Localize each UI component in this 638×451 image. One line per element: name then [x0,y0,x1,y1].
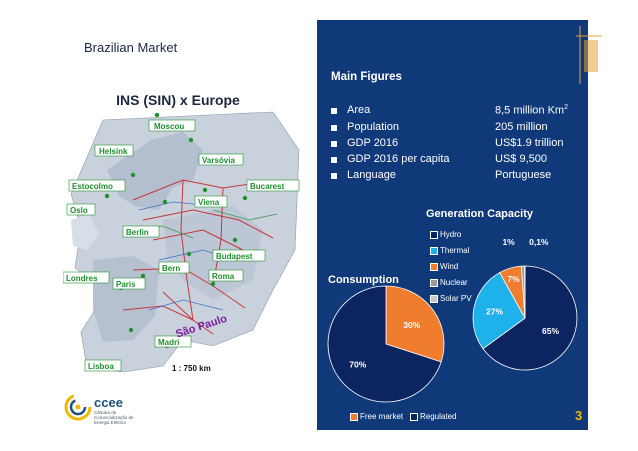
figure-value: US$ 9,500 [495,153,547,165]
map-city-roma: Roma [212,272,235,281]
figure-label: Population [347,121,399,133]
figure-value: US$1.9 trillion [495,137,564,149]
legend-item-thermal: Thermal [430,245,469,256]
map-scale: 1 : 750 km [172,364,211,373]
figure-row-area: Area 8,5 million Km2 [331,104,581,119]
legend-swatch-regulated [410,412,418,421]
figure-label: Language [347,169,396,181]
ccee-logo [63,392,153,422]
legend-item-wind: Wind [430,261,458,272]
consumption-label-regulated: 70% [349,360,366,370]
consumption-slice-regulated [327,285,442,403]
page-number: 3 [575,408,583,423]
figure-label: Area [347,104,371,116]
figure-value: 8,5 million Km2 [495,104,568,117]
bullet-icon [331,157,337,163]
legend-swatch-free-market [350,412,358,421]
figure-row-language: Language Portuguese [331,169,581,184]
map-city-madri: Madri [158,338,179,347]
page-header-title: Brazilian Market [84,40,178,55]
consumption-pie: 30% 70% [327,285,445,403]
bullet-icon [331,173,337,179]
figure-row-population: Population 205 million [331,121,581,136]
legend-swatch-solar-pv [430,294,438,303]
map-city-moscou: Moscou [154,122,184,131]
figure-value: Portuguese [495,169,552,181]
legend-item-hydro: Hydro [430,229,461,240]
consumption-slice-free-market [385,285,445,363]
generation-capacity-title: Generation Capacity [426,208,533,220]
consumption-title: Consumption [328,274,399,286]
figure-row-gdp: GDP 2016 US$1.9 trillion [331,137,581,152]
map-city-bucarest: Bucarest [250,182,285,191]
bullet-icon [331,125,337,131]
europe-map: Moscou Helsink Varsóvia Estocolmo Bucare… [63,110,301,382]
consumption-label-free-market: 30% [403,320,420,330]
map-city-londres: Londres [66,274,98,283]
generation-label-nuclear: 1% [502,237,515,247]
legend-item-solar-pv: Solar PV [430,293,472,304]
legend-item-regulated: Regulated [410,411,456,422]
legend-swatch-wind [430,262,438,271]
generation-label-wind: 7% [507,274,520,284]
legend-swatch-hydro [430,230,438,239]
figure-value: 205 million [495,121,548,133]
map-city-oslo: Oslo [70,206,88,215]
map-city-berlin: Berlin [126,228,149,237]
legend-swatch-nuclear [430,278,438,287]
map-city-budapest: Budapest [216,252,253,261]
ccee-logo-subtitle: Câmara de Comercialização de Energia Elé… [94,410,134,425]
main-figures-title: Main Figures [331,71,402,83]
legend-swatch-thermal [430,246,438,255]
decorative-corner-lines [576,26,602,84]
ccee-logo-name: ccee [94,395,123,410]
map-city-bern: Bern [162,264,180,273]
figure-row-gdp-per-capita: GDP 2016 per capita US$ 9,500 [331,153,581,168]
generation-label-solar-pv: 0,1% [529,237,549,247]
legend-item-nuclear: Nuclear [430,277,468,288]
map-city-paris: Paris [116,280,136,289]
map-city-estocolmo: Estocolmo [72,182,113,191]
generation-slice-thermal [472,272,526,350]
bullet-icon [331,141,337,147]
generation-capacity-pie: 65% 27% 7% 1% 0,1% [472,237,578,371]
ccee-logo-mark [64,393,92,421]
map-city-varsovia: Varsóvia [202,156,235,165]
map-city-viena: Viena [198,198,220,207]
bullet-icon [331,108,337,114]
map-city-helsink: Helsink [99,147,128,156]
map-city-lisboa: Lisboa [88,362,114,371]
legend-item-free-market: Free market [350,411,403,422]
europe-map-illustration: Moscou Helsink Varsóvia Estocolmo Bucare… [63,110,301,382]
generation-label-thermal: 27% [486,306,503,316]
figure-label: GDP 2016 [347,137,399,149]
generation-slice-hydro [482,265,578,371]
generation-label-hydro: 65% [542,326,559,336]
map-title: INS (SIN) x Europe [116,92,240,108]
figure-label: GDP 2016 per capita [347,153,450,165]
